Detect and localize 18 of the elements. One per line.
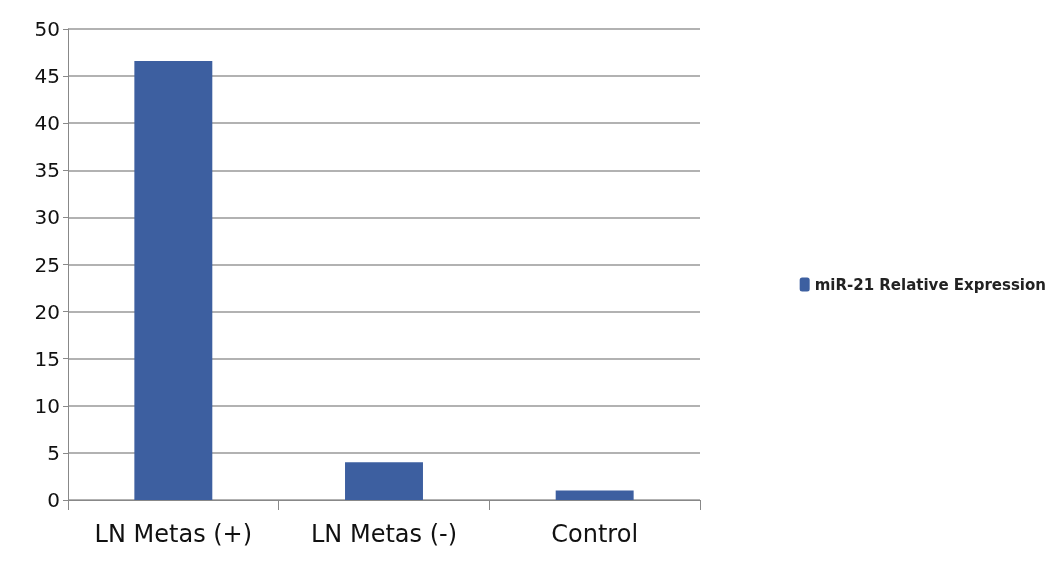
y-tick-label: 30 bbox=[34, 205, 60, 230]
y-tick-label: 25 bbox=[34, 252, 60, 277]
y-tick-label: 40 bbox=[34, 111, 60, 136]
bar bbox=[555, 490, 634, 500]
y-tick-label: 50 bbox=[34, 17, 60, 41]
x-tick-label: LN Metas (+) bbox=[94, 520, 253, 548]
x-tick-label: Control bbox=[551, 520, 639, 548]
y-tick-label: 20 bbox=[34, 299, 60, 324]
bar bbox=[345, 462, 423, 500]
y-tick-label: 45 bbox=[34, 64, 60, 89]
y-tick-label: 0 bbox=[47, 488, 60, 512]
bar bbox=[134, 61, 213, 500]
y-tick-label: 35 bbox=[34, 158, 60, 183]
y-tick-label: 15 bbox=[34, 346, 60, 371]
y-tick-label: 5 bbox=[47, 440, 60, 465]
legend-label: miR-21 Relative Expression bbox=[814, 275, 1046, 294]
x-tick-label: LN Metas (-) bbox=[310, 520, 458, 548]
y-tick-label: 10 bbox=[34, 393, 60, 418]
